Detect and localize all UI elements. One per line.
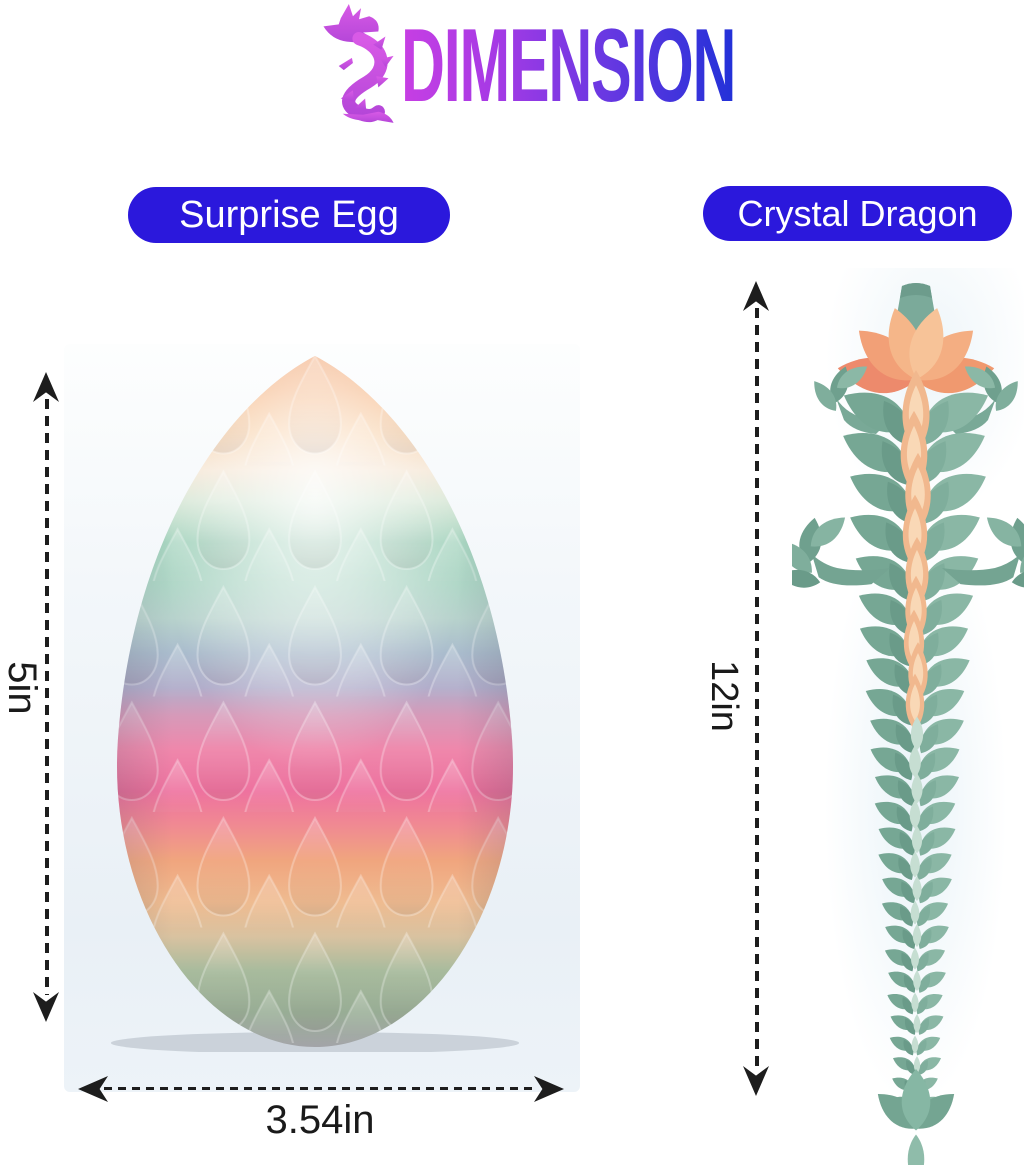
dragon-length-label: 12in bbox=[703, 660, 745, 732]
dragon-logo-icon bbox=[323, 4, 394, 123]
dragon-length-dimension-line bbox=[755, 308, 759, 1068]
egg-width-dimension-line bbox=[104, 1087, 538, 1090]
egg-height-label: 5in bbox=[0, 661, 44, 715]
arrow-down-icon bbox=[743, 1066, 769, 1096]
arrow-down-icon bbox=[33, 992, 59, 1022]
egg-height-dimension-line bbox=[45, 399, 49, 995]
dragon-label-text: Crystal Dragon bbox=[737, 192, 978, 234]
brand-title: DIMENSION bbox=[401, 8, 736, 124]
crystal-dragon-image bbox=[792, 283, 1024, 1165]
egg-label-pill: Surprise Egg bbox=[128, 187, 450, 243]
dragon-label-pill: Crystal Dragon bbox=[703, 186, 1012, 241]
surprise-egg-image bbox=[110, 356, 520, 1052]
egg-label-text: Surprise Egg bbox=[179, 193, 399, 236]
arrow-up-icon bbox=[33, 372, 59, 402]
arrow-up-icon bbox=[743, 281, 769, 311]
egg-width-label: 3.54in bbox=[265, 1098, 375, 1142]
